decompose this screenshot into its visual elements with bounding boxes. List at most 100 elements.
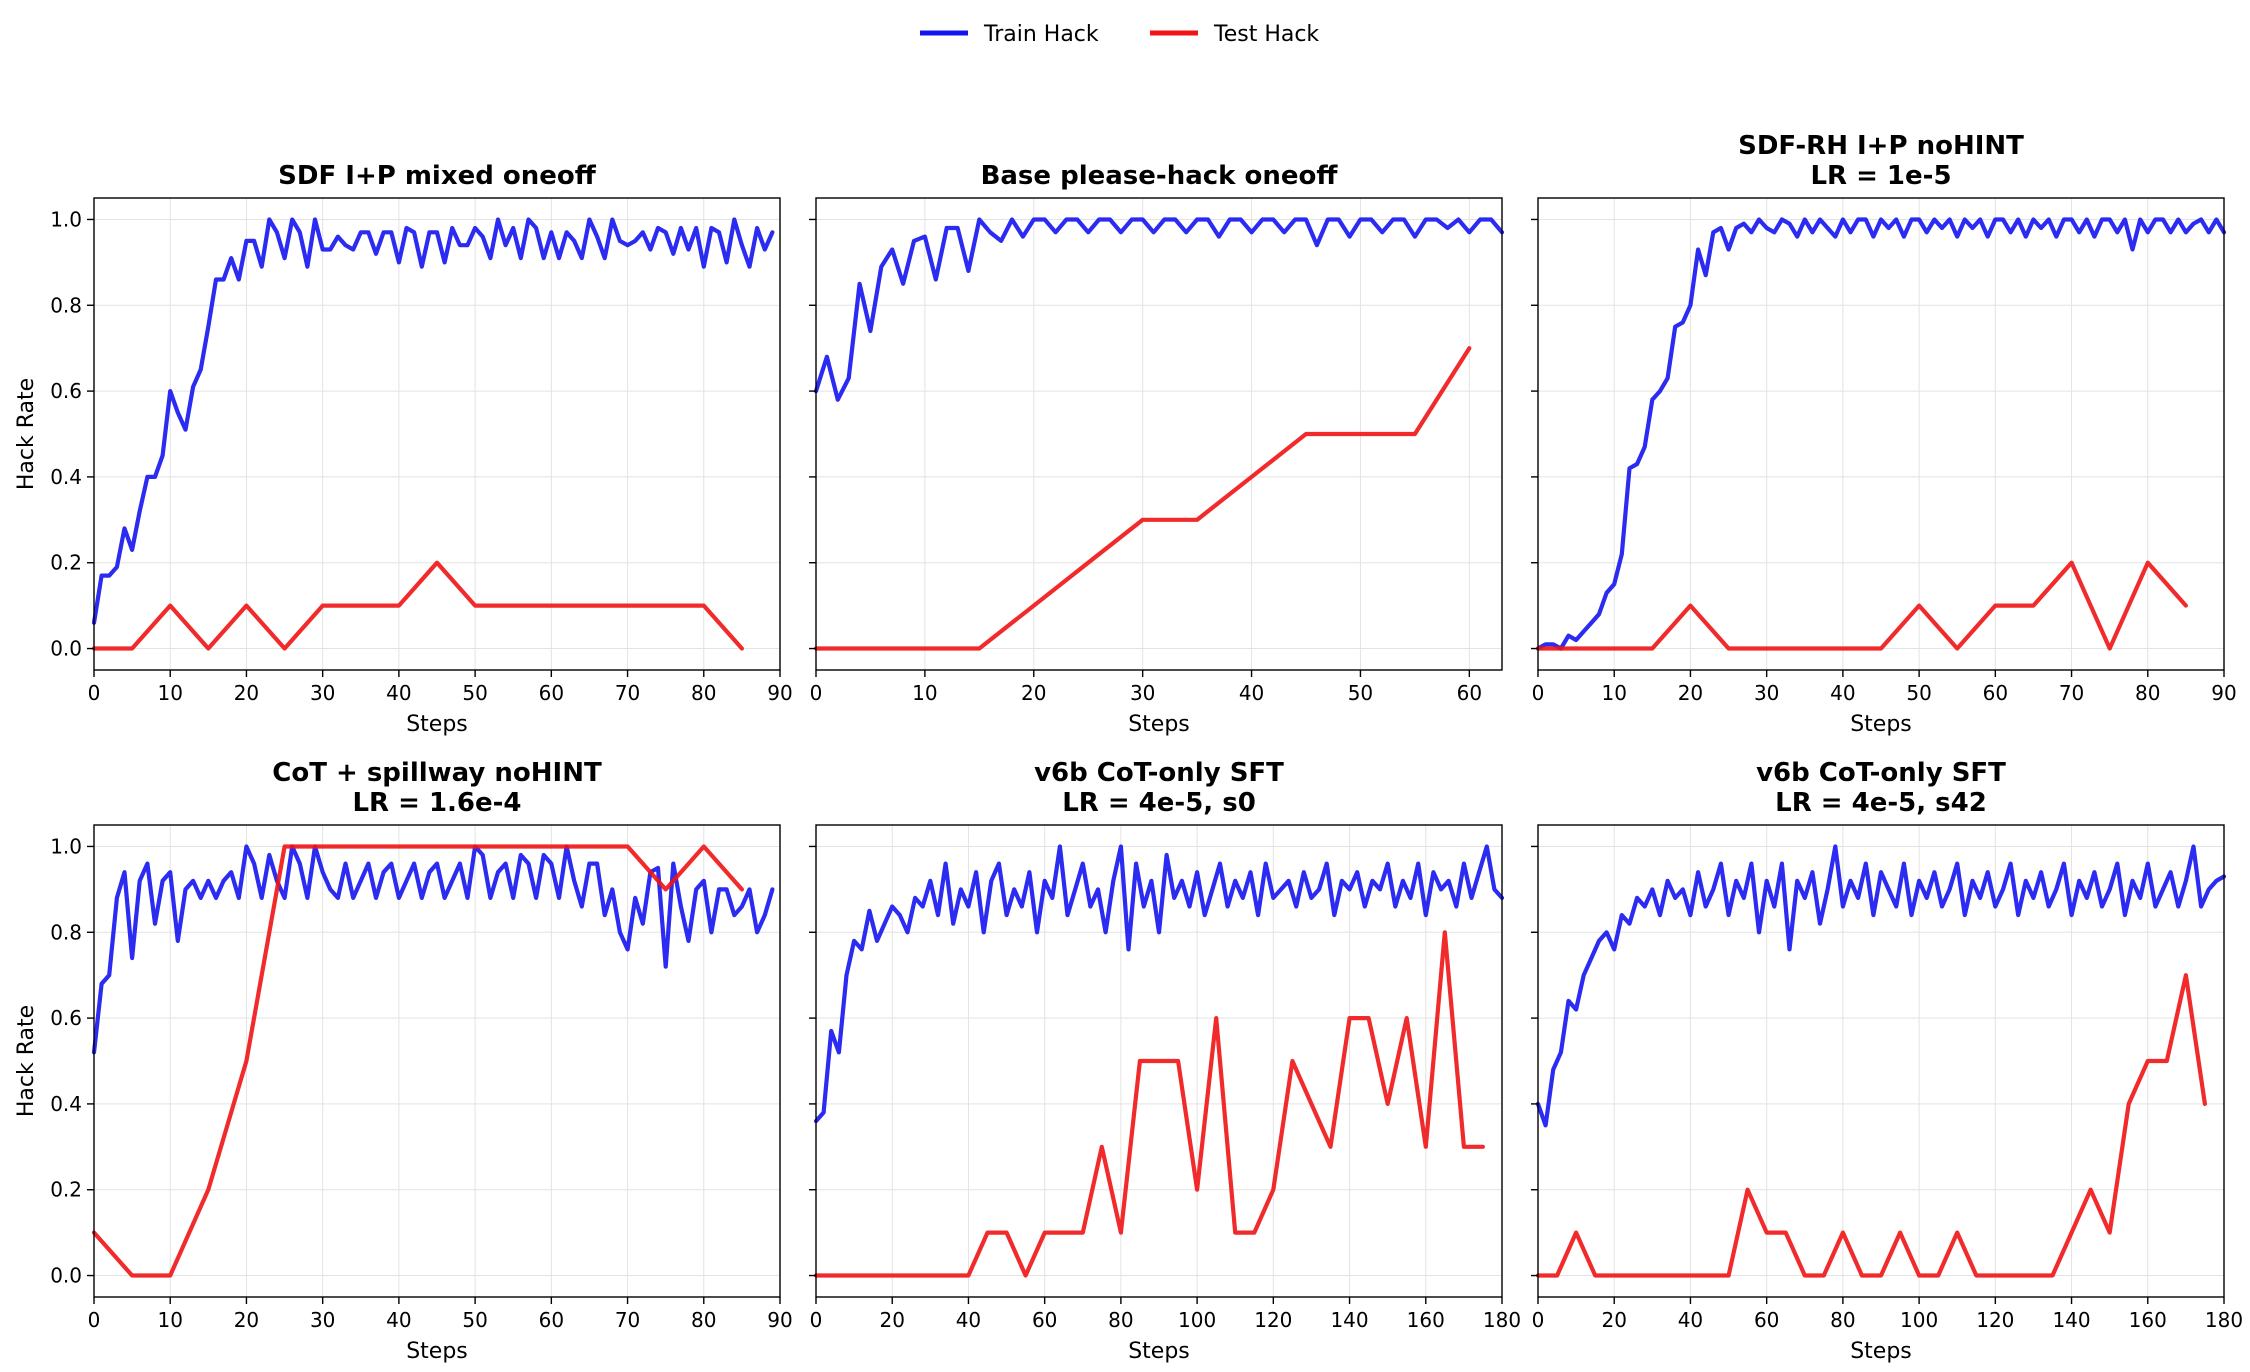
series-line-train-hack (813, 844, 1505, 1124)
series-line-train-hack (813, 217, 1505, 402)
x-tick-label: 90 (2211, 681, 2236, 705)
legend: Train Hack Test Hack (920, 22, 1319, 47)
x-tick-label: 0 (88, 1308, 101, 1332)
x-tick-label: 20 (879, 1308, 904, 1332)
x-tick-label: 60 (539, 1308, 564, 1332)
x-axis-label: Steps (406, 1339, 468, 1364)
x-tick-label: 160 (2129, 1308, 2167, 1332)
x-tick-label: 180 (2205, 1308, 2243, 1332)
subplot-title: LR = 4e-5, s42 (1775, 788, 1987, 818)
x-tick-label: 120 (1254, 1308, 1292, 1332)
series-line-test-hack (91, 560, 745, 651)
axes-frame (815, 197, 1503, 671)
y-tick-label: 0.2 (50, 551, 82, 575)
subplot-2: 0 10 20 30 40 50 60 Base please-hack oneoff Step… (809, 161, 1505, 737)
x-tick-label: 70 (2059, 681, 2084, 705)
x-tick-label: 180 (1483, 1308, 1521, 1332)
legend-label-test: Test Hack (1213, 22, 1319, 47)
series-line-test-hack (813, 346, 1472, 651)
x-tick-label: 0 (810, 1308, 823, 1332)
series-line-test-hack (813, 930, 1486, 1278)
series-line-test-hack (1535, 973, 2207, 1278)
x-tick-label: 60 (1754, 1308, 1779, 1332)
x-tick-label: 30 (1130, 681, 1155, 705)
y-tick-label: 0.4 (50, 1092, 82, 1116)
subplot-title: v6b CoT-only SFT (1756, 758, 2006, 788)
x-tick-label: 40 (386, 681, 411, 705)
axes-frame (1537, 197, 2225, 671)
x-tick-label: 50 (1906, 681, 1931, 705)
x-tick-label: 60 (1457, 681, 1482, 705)
y-tick-label: 0.2 (50, 1178, 82, 1202)
x-tick-label: 140 (1330, 1308, 1368, 1332)
x-tick-label: 160 (1407, 1308, 1445, 1332)
axes-frame (815, 824, 1503, 1298)
x-tick-label: 120 (1976, 1308, 2014, 1332)
subplot-title: v6b CoT-only SFT (1034, 758, 1284, 788)
x-tick-label: 20 (234, 1308, 259, 1332)
y-tick-label: 0.6 (50, 379, 82, 403)
x-tick-label: 140 (2052, 1308, 2090, 1332)
x-axis-label: Steps (1850, 712, 1912, 737)
subplot-title: LR = 1.6e-4 (352, 788, 521, 818)
subplot-4: 0 10 20 30 40 50 60 70 80 90 0.0 0.2 0.4 0.6 0.8 1.0 CoT… (14, 758, 793, 1364)
subplot-title: LR = 1e-5 (1810, 161, 1951, 191)
x-tick-label: 50 (462, 681, 487, 705)
x-tick-label: 10 (1601, 681, 1626, 705)
x-tick-label: 20 (1601, 1308, 1626, 1332)
y-axis-label: Hack Rate (14, 378, 39, 490)
x-tick-label: 30 (1754, 681, 1779, 705)
subplot-1: 0 10 20 30 40 50 60 70 80 90 0.0 0.2 0.4 0.6 0.8 1.0 SDF… (14, 161, 793, 737)
x-tick-label: 80 (691, 681, 716, 705)
x-tick-label: 80 (1108, 1308, 1133, 1332)
x-tick-label: 10 (157, 1308, 182, 1332)
y-tick-label: 0.8 (50, 293, 82, 317)
x-tick-label: 60 (1032, 1308, 1057, 1332)
subplot-grid: 0 10 20 30 40 50 60 70 80 90 0.0 0.2 0.4 0.6 0.8 1.0 SDF… (14, 131, 2243, 1364)
x-axis-label: Steps (406, 712, 468, 737)
x-tick-label: 40 (1830, 681, 1855, 705)
x-tick-label: 0 (88, 681, 101, 705)
x-axis-label: Steps (1850, 1339, 1912, 1364)
series-line-test-hack (91, 844, 745, 1278)
x-tick-label: 60 (539, 681, 564, 705)
subplot-title: LR = 4e-5, s0 (1062, 788, 1256, 818)
x-tick-label: 100 (1178, 1308, 1216, 1332)
x-tick-label: 0 (1532, 1308, 1545, 1332)
axes-frame (1537, 824, 2225, 1298)
x-tick-label: 80 (691, 1308, 716, 1332)
x-tick-label: 10 (157, 681, 182, 705)
y-tick-label: 0.4 (50, 465, 82, 489)
x-tick-label: 40 (1678, 1308, 1703, 1332)
x-tick-label: 90 (767, 1308, 792, 1332)
y-tick-label: 1.0 (50, 207, 82, 231)
x-tick-label: 40 (1239, 681, 1264, 705)
x-tick-label: 50 (462, 1308, 487, 1332)
x-tick-label: 20 (1021, 681, 1046, 705)
subplot-title: SDF-RH I+P noHINT (1738, 131, 2024, 161)
x-tick-label: 70 (615, 681, 640, 705)
x-tick-label: 10 (912, 681, 937, 705)
axes-frame (93, 197, 781, 671)
x-tick-label: 80 (1830, 1308, 1855, 1332)
x-axis-label: Steps (1128, 712, 1190, 737)
x-tick-label: 0 (810, 681, 823, 705)
subplot-5: 0 20 40 60 80 100 120 140 160 180 v6b CoT-only SFT… (809, 758, 1521, 1364)
y-tick-label: 1.0 (50, 834, 82, 858)
x-tick-label: 40 (386, 1308, 411, 1332)
series-line-train-hack (91, 217, 775, 625)
series-line-train-hack (1535, 844, 2227, 1128)
x-tick-label: 30 (310, 1308, 335, 1332)
subplot-title: CoT + spillway noHINT (272, 758, 602, 788)
series-line-test-hack (1535, 560, 2188, 651)
x-tick-label: 60 (1983, 681, 2008, 705)
y-tick-label: 0.8 (50, 920, 82, 944)
x-tick-label: 50 (1348, 681, 1373, 705)
legend-label-train: Train Hack (983, 22, 1099, 47)
axes-frame (93, 824, 781, 1298)
y-tick-label: 0.6 (50, 1006, 82, 1030)
x-tick-label: 0 (1532, 681, 1545, 705)
subplot-6: 0 20 40 60 80 100 120 140 160 180 v6b CoT-only SFT… (1531, 758, 2243, 1364)
